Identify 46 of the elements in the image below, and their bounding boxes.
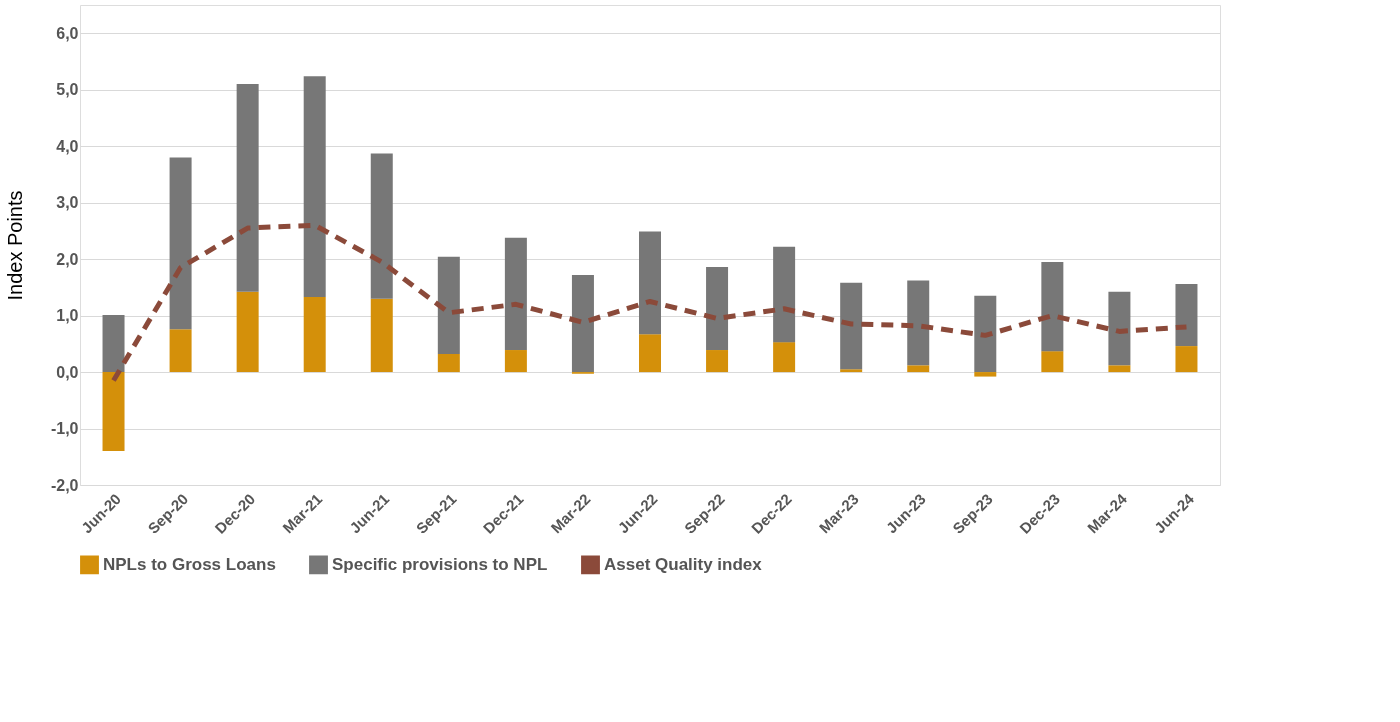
y-tick-label: -1,0 (50, 420, 79, 438)
bar (1041, 351, 1064, 373)
bar (102, 372, 125, 452)
bar (706, 267, 729, 351)
bar (639, 334, 661, 373)
bar (706, 350, 729, 373)
bar (773, 246, 796, 343)
bar (639, 231, 661, 335)
legend-label: NPLs to Gross Loans (103, 554, 276, 574)
bar (974, 295, 997, 373)
bar (773, 342, 796, 373)
bar (236, 291, 259, 373)
bar (840, 282, 863, 370)
bar (303, 296, 326, 373)
bar (437, 256, 460, 354)
y-tick-label: 3,0 (56, 194, 79, 212)
bar (1108, 365, 1131, 373)
bar (974, 372, 997, 377)
bar (370, 298, 393, 373)
bar (370, 153, 393, 299)
bar (169, 329, 192, 373)
y-tick-label: 0,0 (56, 363, 79, 381)
legend-label: Specific provisions to NPL (332, 554, 548, 574)
bar (840, 369, 863, 373)
bar (504, 350, 527, 373)
bar (571, 274, 594, 373)
y-tick-label: 1,0 (56, 307, 79, 325)
y-tick-label: 5,0 (56, 81, 79, 99)
y-tick-label: 6,0 (56, 24, 79, 42)
legend-label: Asset Quality index (604, 554, 763, 574)
y-tick-label: -2,0 (50, 476, 79, 494)
y-tick-label: 2,0 (56, 250, 79, 268)
bar (504, 237, 527, 351)
bar (303, 76, 326, 297)
bar (236, 84, 259, 292)
bar (1108, 291, 1131, 366)
bar (1175, 283, 1198, 347)
bar (907, 365, 930, 373)
y-tick-label: 4,0 (56, 137, 79, 155)
bar (437, 353, 460, 373)
bar (1041, 261, 1064, 352)
bar (102, 315, 125, 373)
bar (169, 157, 192, 330)
bar (907, 280, 930, 366)
y-axis-title: Index Points (3, 190, 26, 301)
bar (1175, 346, 1198, 373)
